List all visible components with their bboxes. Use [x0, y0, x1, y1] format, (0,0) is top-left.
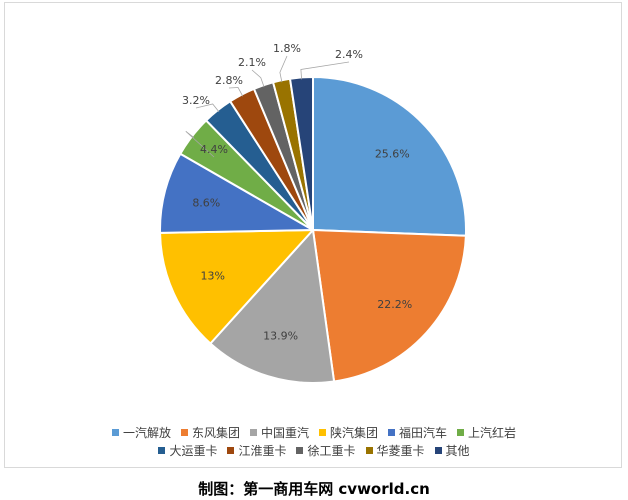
legend-label: 福田汽车 [399, 426, 448, 440]
data-label-1: 25.6% [375, 148, 410, 161]
legend-swatch [434, 447, 442, 454]
legend-label: 陕汽集团 [330, 426, 379, 440]
legend-item-3: 中国重汽 [249, 424, 309, 441]
data-labels: 25.6% 22.2% 13.9% 13% 8.6% 4.4% 3.2% 2.8% 2.1% 1.… [182, 42, 412, 342]
data-label-3: 13.9% [263, 329, 298, 342]
legend-item-8: 江淮重卡 [227, 442, 286, 459]
legend-item-11: 其他 [434, 442, 470, 459]
chart-caption: 制图：第一商用车网 cvworld.cn [198, 480, 430, 498]
legend-item-6: 上汽红岩 [457, 424, 516, 441]
legend-swatch [111, 429, 119, 436]
data-label-9: 2.1% [238, 56, 266, 69]
legend-row-2: 大运重卡 江淮重卡 徐工重卡 华菱重卡 其他 [0, 442, 628, 459]
pie-slice-5 [159, 152, 317, 234]
legend-swatch [249, 429, 257, 436]
pie-slice-3 [208, 227, 336, 384]
pie-slice-1 [312, 75, 467, 237]
data-label-10: 1.8% [273, 42, 301, 55]
legend-label: 一汽解放 [122, 426, 171, 440]
legend-swatch [158, 447, 166, 454]
data-label-2: 22.2% [377, 298, 412, 311]
legend-item-10: 华菱重卡 [365, 442, 425, 459]
data-label-7: 3.2% [182, 94, 210, 107]
pie-chart: 25.6% 22.2% 13.9% 13% 8.6% 4.4% 3.2% 2.8% 2.1% 1.… [159, 42, 467, 384]
legend-label: 大运重卡 [169, 444, 218, 458]
leader-line-10 [279, 55, 288, 83]
legend-label: 其他 [445, 444, 470, 458]
data-label-6: 4.4% [200, 143, 228, 156]
data-label-8: 2.8% [215, 74, 243, 87]
legend-item-7: 大运重卡 [158, 442, 217, 459]
data-label-11: 2.4% [335, 48, 363, 61]
legend-item-4: 陕汽集团 [319, 424, 378, 441]
legend-swatch [457, 429, 465, 436]
legend-swatch [180, 429, 188, 436]
leader-line-7 [195, 103, 220, 113]
legend-item-1: 一汽解放 [111, 424, 171, 441]
pie-slices [159, 75, 467, 384]
legend-swatch [296, 447, 304, 454]
leader-lines [185, 55, 350, 158]
legend-swatch [227, 447, 235, 454]
data-label-5: 8.6% [192, 197, 220, 210]
data-label-4: 13% [200, 270, 224, 283]
leader-line-8 [228, 87, 244, 97]
pie-slice-2 [311, 228, 467, 383]
leader-line-6 [185, 130, 215, 158]
legend-item-9: 徐工重卡 [296, 442, 356, 459]
legend-label: 上汽红岩 [468, 426, 517, 440]
legend-swatch [388, 429, 396, 436]
legend-label: 中国重汽 [260, 426, 309, 440]
legend-item-2: 东风集团 [180, 424, 240, 441]
legend-label: 徐工重卡 [307, 444, 356, 458]
pie-slice-4 [159, 228, 316, 345]
legend-label: 东风集团 [191, 426, 240, 440]
legend-label: 江淮重卡 [238, 444, 287, 458]
leader-line-9 [251, 69, 265, 88]
leader-line-11 [300, 61, 350, 80]
legend-item-5: 福田汽车 [388, 424, 447, 441]
legend-row-1: 一汽解放 东风集团 中国重汽 陕汽集团 福田汽车 上汽红岩 [0, 424, 628, 441]
legend-label: 华菱重卡 [376, 444, 425, 458]
legend-swatch [365, 447, 373, 454]
legend-swatch [319, 429, 326, 436]
